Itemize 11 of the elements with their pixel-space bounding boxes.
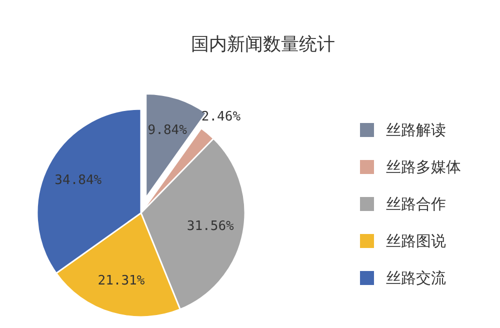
data-label: 9.84% — [148, 122, 188, 138]
data-label: 34.84% — [54, 173, 102, 188]
data-label: 2.46% — [201, 110, 241, 125]
chart-title: 国内新闻数量统计 — [191, 34, 335, 55]
legend-label: 丝路解读 — [386, 121, 446, 139]
legend-label: 丝路合作 — [386, 195, 446, 213]
data-label: 21.31% — [98, 273, 145, 288]
data-label: 31.56% — [186, 219, 234, 234]
legend-label: 丝路交流 — [386, 269, 446, 287]
legend-label: 丝路多媒体 — [386, 158, 461, 176]
legend-label: 丝路图说 — [386, 232, 446, 250]
